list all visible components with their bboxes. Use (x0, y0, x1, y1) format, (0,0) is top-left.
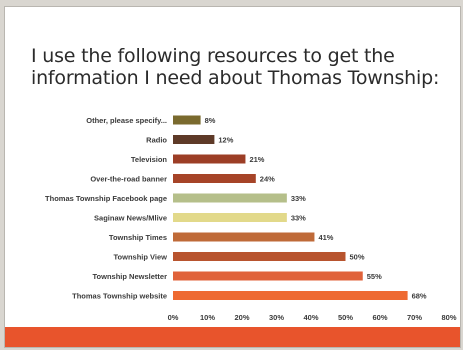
bar (173, 213, 287, 222)
bar (173, 252, 346, 261)
value-label: 21% (249, 155, 264, 164)
x-tick-label: 20% (234, 313, 249, 322)
bar (173, 115, 201, 125)
category-label: Thomas Township Facebook page (45, 194, 167, 203)
value-label: 33% (291, 194, 306, 203)
category-label: Radio (146, 136, 167, 145)
x-tick-label: 0% (168, 313, 179, 322)
category-label: Township View (114, 253, 168, 262)
value-label: 24% (260, 175, 275, 184)
value-label: 68% (412, 292, 427, 301)
bar (173, 271, 363, 281)
value-label: 50% (350, 253, 365, 262)
slide-title: I use the following resources to get the… (31, 45, 451, 89)
bar (173, 154, 246, 164)
x-tick-label: 50% (338, 313, 353, 322)
value-label: 12% (218, 136, 233, 145)
x-tick-label: 60% (372, 313, 387, 322)
value-label: 41% (318, 233, 333, 242)
bar (173, 135, 215, 144)
slide-title-line-1: I use the following resources to get the (31, 45, 395, 67)
value-label: 33% (291, 214, 306, 223)
category-label: Over-the-road banner (90, 175, 167, 184)
bar-chart: Other, please specify... 8% Radio 12% Televi… (45, 115, 457, 322)
bottom-accent-bar (5, 327, 460, 347)
x-tick-label: 70% (407, 313, 422, 322)
category-label: Township Times (109, 233, 167, 242)
x-tick-label: 10% (200, 313, 215, 322)
x-tick-label: 30% (269, 313, 284, 322)
bar (173, 193, 287, 203)
x-tick-label: 40% (303, 313, 318, 322)
value-label: 8% (205, 116, 216, 125)
bar (173, 291, 408, 300)
category-label: Saginaw News/Mlive (94, 214, 167, 223)
category-label: Thomas Township website (72, 292, 167, 301)
category-label: Television (131, 155, 168, 164)
slide: I use the following resources to get the… (4, 6, 461, 348)
bar (173, 232, 315, 242)
slide-title-line-2: information I need about Thomas Township… (31, 67, 440, 89)
x-tick-label: 80% (441, 313, 456, 322)
category-label: Other, please specify... (86, 116, 167, 125)
category-label: Township Newsletter (93, 272, 168, 281)
bar (173, 174, 256, 183)
value-label: 55% (367, 272, 382, 281)
